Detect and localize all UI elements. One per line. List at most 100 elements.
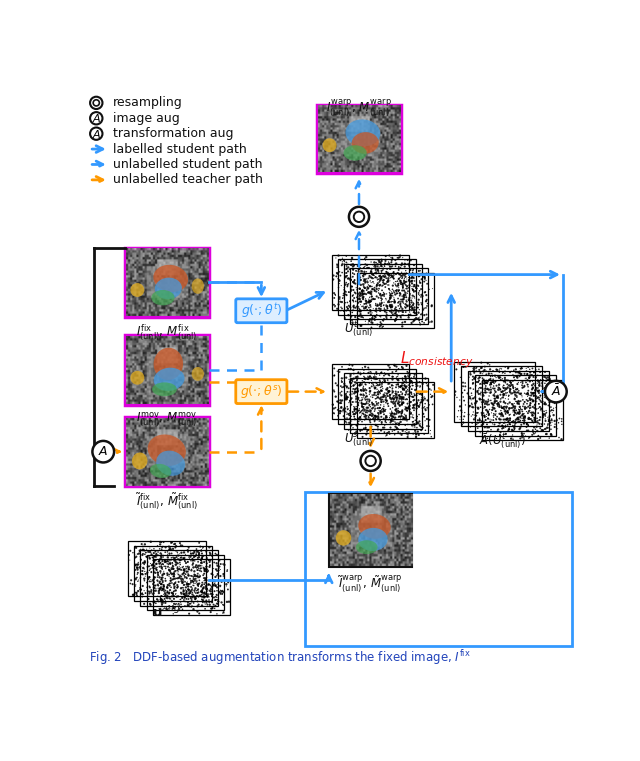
Point	[404, 300, 415, 312]
Point	[397, 278, 408, 290]
Point	[497, 363, 507, 375]
Point	[371, 411, 381, 423]
Point	[349, 401, 360, 413]
Point	[375, 298, 385, 310]
Point	[150, 554, 161, 566]
Point	[163, 561, 173, 573]
Point	[382, 384, 392, 396]
Point	[148, 578, 158, 590]
Point	[520, 411, 530, 423]
Point	[346, 285, 356, 298]
Point	[406, 254, 416, 266]
Ellipse shape	[191, 279, 204, 294]
Point	[404, 269, 415, 282]
Point	[164, 543, 175, 556]
Point	[412, 270, 422, 282]
Point	[166, 581, 176, 594]
Point	[492, 380, 502, 392]
Point	[392, 281, 402, 293]
Point	[369, 277, 379, 289]
Point	[509, 406, 520, 418]
Point	[398, 413, 408, 425]
Point	[527, 387, 538, 400]
Point	[496, 406, 506, 419]
Point	[392, 258, 402, 270]
Point	[374, 266, 384, 279]
Point	[515, 371, 525, 383]
Point	[386, 301, 396, 313]
Point	[556, 378, 566, 390]
Point	[505, 383, 515, 395]
Point	[184, 600, 195, 613]
Point	[483, 425, 493, 438]
Point	[543, 382, 553, 394]
Point	[359, 375, 369, 387]
Point	[375, 305, 385, 317]
Point	[197, 586, 207, 598]
Point	[381, 278, 391, 290]
Point	[405, 304, 415, 316]
Point	[476, 401, 486, 413]
Point	[399, 384, 409, 396]
Point	[522, 388, 532, 400]
Point	[539, 382, 549, 394]
Point	[525, 375, 535, 387]
Point	[360, 393, 371, 406]
Point	[365, 280, 375, 292]
Text: $\bar{A}(U^t_{(\rm unl)})$: $\bar{A}(U^t_{(\rm unl)})$	[479, 431, 526, 452]
Point	[371, 393, 381, 405]
Point	[552, 394, 563, 406]
Point	[394, 264, 404, 276]
Ellipse shape	[152, 382, 177, 396]
Point	[159, 579, 169, 591]
Point	[388, 277, 399, 289]
Point	[490, 419, 500, 431]
Point	[172, 591, 182, 603]
Point	[131, 550, 141, 562]
Point	[369, 256, 380, 269]
Point	[415, 291, 426, 303]
Point	[366, 256, 376, 268]
Point	[421, 289, 431, 301]
Point	[178, 584, 188, 596]
Point	[509, 422, 519, 434]
Point	[502, 412, 513, 425]
Point	[378, 288, 388, 301]
Point	[199, 568, 209, 580]
Point	[149, 595, 159, 607]
Point	[486, 397, 496, 409]
Point	[465, 400, 475, 412]
Point	[375, 288, 385, 301]
Point	[525, 399, 535, 411]
Point	[351, 406, 362, 419]
Point	[351, 383, 361, 395]
Point	[369, 414, 380, 426]
Point	[388, 272, 399, 285]
Point	[373, 379, 383, 391]
Point	[368, 276, 378, 288]
Point	[508, 381, 518, 393]
Point	[378, 406, 388, 418]
Point	[415, 317, 425, 329]
Point	[357, 285, 367, 298]
Point	[492, 398, 502, 410]
Point	[170, 581, 180, 593]
Point	[357, 377, 367, 389]
Point	[362, 393, 372, 406]
Point	[397, 381, 408, 393]
Point	[185, 578, 195, 590]
Point	[383, 377, 394, 389]
Point	[394, 260, 404, 272]
Point	[376, 406, 386, 419]
Point	[356, 409, 367, 422]
Point	[337, 266, 348, 279]
Point	[404, 385, 414, 397]
Point	[540, 423, 550, 435]
Point	[340, 393, 351, 406]
Point	[146, 586, 156, 598]
Point	[422, 298, 433, 310]
Point	[484, 384, 494, 396]
Point	[200, 572, 210, 584]
Point	[176, 552, 186, 564]
Point	[536, 395, 546, 407]
